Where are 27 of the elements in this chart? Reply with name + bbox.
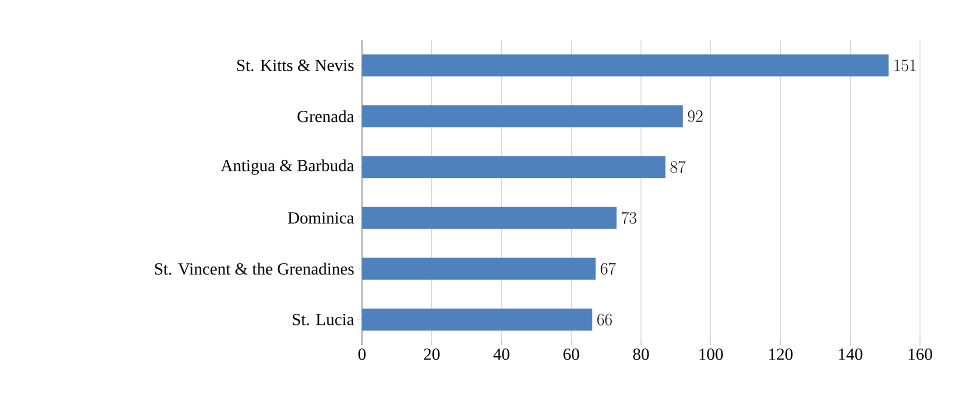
x-tick-label: 100 — [700, 348, 723, 360]
x-tick-label: 80 — [633, 348, 649, 360]
x-tick-label: 60 — [564, 348, 580, 360]
y-tick-label: St. Kitts & Nevis — [237, 60, 354, 72]
bar — [362, 206, 617, 229]
y-tick-label: St. Vincent & the Grenadines — [155, 262, 354, 275]
x-tick-label: 140 — [839, 348, 862, 360]
data-label: 66 — [597, 314, 612, 326]
data-label: 87 — [670, 160, 686, 173]
data-label: 92 — [688, 110, 702, 122]
bar — [362, 156, 666, 178]
bar — [362, 54, 889, 76]
x-tick-label: 20 — [424, 348, 440, 360]
data-label: 67 — [600, 262, 616, 275]
y-tick-label: Dominica — [288, 212, 354, 224]
x-tick-label: 120 — [769, 348, 793, 360]
y-tick-label: Grenada — [298, 110, 354, 122]
data-label: 73 — [622, 212, 636, 224]
x-tick-label: 40 — [493, 348, 510, 360]
y-tick-label: Antigua & Barbuda — [220, 159, 354, 175]
x-tick-label: 0 — [358, 348, 366, 360]
x-tick-label: 160 — [908, 348, 932, 360]
bar — [362, 308, 592, 331]
data-label: 151 — [894, 60, 916, 72]
bar — [362, 258, 596, 280]
bar — [362, 105, 683, 128]
y-tick-label: St. Lucia — [292, 314, 354, 326]
